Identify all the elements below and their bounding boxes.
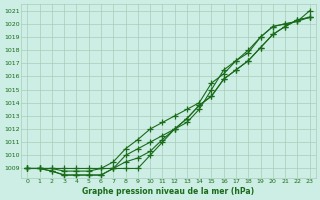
X-axis label: Graphe pression niveau de la mer (hPa): Graphe pression niveau de la mer (hPa) [83,187,255,196]
